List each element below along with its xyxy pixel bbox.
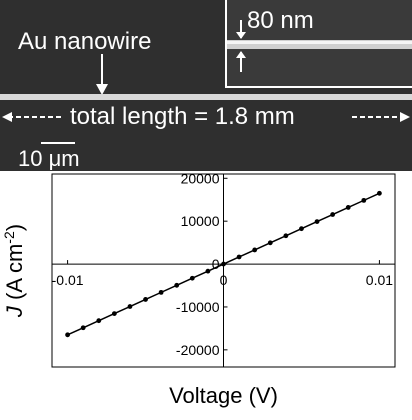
data-point — [127, 304, 133, 309]
data-point — [330, 212, 336, 217]
y-axis-label: J (A cm-2) — [1, 224, 27, 318]
x-tick-label: 0 — [220, 272, 228, 288]
inset-arrowhead-bottom — [236, 51, 246, 58]
y-tick-label: 0 — [212, 256, 220, 272]
y-axis-label-unit: (A cm — [2, 244, 27, 306]
x-tick-label: 0.01 — [366, 272, 393, 288]
x-axis-label: Voltage (V) — [169, 383, 278, 408]
data-point — [111, 311, 117, 317]
x-tick-label: -0.01 — [52, 272, 84, 288]
data-point — [65, 332, 70, 338]
inset-width-label: 80 nm — [247, 7, 314, 34]
scale-bar-label: 10 μm — [18, 146, 80, 171]
sem-micrograph: 80 nm Au nanowire total length = 1.8 mm … — [0, 0, 412, 171]
data-point — [345, 205, 351, 210]
total-length-arrows — [2, 112, 410, 122]
total-length-label: total length = 1.8 mm — [70, 103, 295, 130]
data-point — [267, 240, 273, 246]
data-point — [283, 233, 289, 239]
sem-inset-zoom — [225, 0, 412, 88]
y-axis-label-exponent: -2 — [1, 231, 17, 244]
data-point — [174, 282, 180, 288]
data-point — [236, 254, 242, 260]
y-axis-label-symbol: J — [2, 305, 27, 318]
data-point — [205, 268, 211, 274]
y-tick-label: -10000 — [176, 299, 220, 315]
data-point — [377, 190, 382, 196]
y-axis-label-close: ) — [2, 224, 27, 231]
y-tick-label: -20000 — [176, 342, 220, 358]
data-point — [361, 197, 367, 203]
y-tick-label: 20000 — [181, 171, 220, 186]
series-points — [65, 190, 382, 338]
nanowire-pointer-arrow — [96, 54, 108, 95]
jv-chart: -0.01 0 0.01 -20000 -10000 0 10000 20000 Volta… — [0, 170, 412, 415]
inset-nanowire — [227, 40, 412, 49]
inset-wire-view — [227, 20, 412, 72]
x-axis-ticks: -0.01 0 0.01 — [52, 260, 393, 288]
data-point — [158, 289, 164, 295]
data-point — [143, 297, 148, 302]
data-point — [221, 261, 226, 267]
data-point — [80, 325, 86, 331]
scale-bar — [41, 142, 75, 144]
y-tick-label: 10000 — [181, 213, 220, 229]
nanowire-strip — [0, 94, 412, 100]
inset-arrowhead-top — [236, 32, 246, 39]
nanowire-label: Au nanowire — [18, 28, 152, 55]
data-point — [189, 275, 195, 281]
data-point — [96, 318, 102, 324]
data-point — [299, 226, 304, 232]
data-point — [314, 219, 320, 225]
data-point — [252, 247, 258, 253]
inset-nanowire-highlight — [227, 41, 412, 44]
